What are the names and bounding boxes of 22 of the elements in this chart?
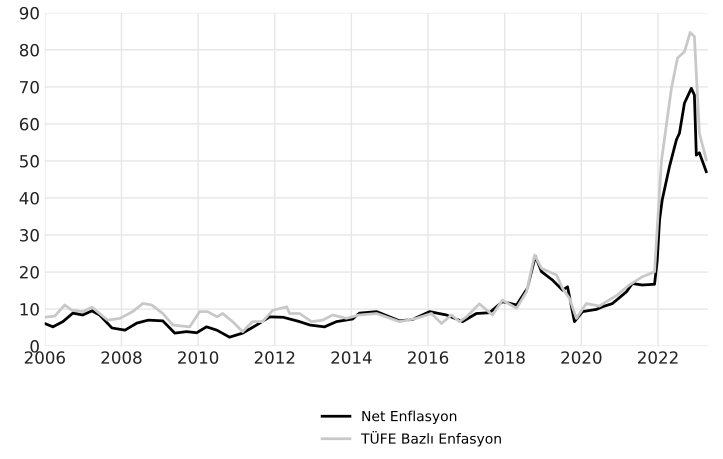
y-tick-label: 90 [20,6,39,20]
y-tick-label: 70 [20,80,39,94]
x-tick-label: 2010 [178,351,218,364]
x-tick-label: 2018 [484,351,525,364]
y-tick-label: 0 [30,340,39,353]
y-tick-label: 30 [20,228,39,242]
x-tick-label: 2012 [254,351,294,364]
y-tick-label: 80 [20,44,39,56]
x-tick-label: 2022 [638,351,678,364]
y-tick-label: 50 [20,154,39,168]
legend-label: Net Enflasyon [362,410,456,424]
x-tick-label: 2008 [101,351,142,364]
legend-label: TÜFE Bazlı Enfasyon [361,430,501,446]
x-tick-label: 2020 [561,351,602,364]
y-tick-label: 60 [20,118,39,130]
x-tick-label: 2014 [331,351,372,364]
y-tick-label: 40 [20,192,39,205]
y-tick-label: 10 [20,303,39,316]
line-series [44,31,708,334]
y-tick-label: 20 [20,266,39,279]
x-tick-label: 2016 [408,351,448,364]
x-tick-label: 2006 [24,351,65,364]
